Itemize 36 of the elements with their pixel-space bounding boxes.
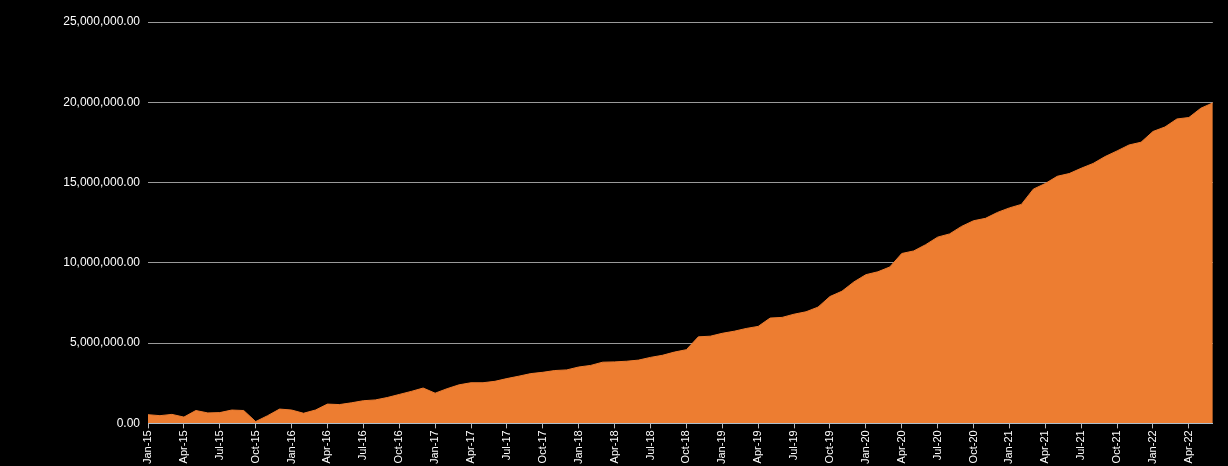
x-tick-label: Jan-19: [715, 430, 728, 465]
x-tick-label: Apr-16: [320, 430, 333, 464]
x-tick-label: Jan-16: [284, 430, 297, 465]
y-tick-label: 0.00: [116, 415, 141, 430]
y-tick-label: 20,000,000.00: [63, 94, 141, 109]
x-tick-label: Apr-20: [894, 430, 907, 464]
x-tick-label: Jan-20: [858, 430, 871, 465]
x-tick-label: Jan-18: [571, 430, 584, 465]
x-tick-label: Jul-20: [930, 430, 943, 461]
x-tick-label: Jan-22: [1146, 430, 1159, 465]
x-tick-label: Jan-17: [428, 430, 441, 465]
x-tick-label: Jul-16: [356, 430, 369, 461]
x-tick-label: Oct-18: [679, 430, 692, 464]
x-tick-label: Jan-21: [1002, 430, 1015, 465]
y-tick-label: 15,000,000.00: [63, 174, 141, 189]
x-tick-label: Oct-21: [1110, 430, 1123, 464]
y-tick-label: 10,000,000.00: [63, 255, 141, 270]
y-tick-label: 5,000,000.00: [69, 335, 141, 350]
x-tick-label: Apr-22: [1181, 430, 1194, 464]
x-tick-label: Oct-20: [966, 430, 979, 464]
x-tick-label: Jan-15: [141, 430, 154, 465]
x-tick-label: Apr-21: [1038, 430, 1051, 464]
x-tick-label: Oct-17: [535, 430, 548, 464]
x-tick-label: Oct-15: [248, 430, 261, 464]
x-tick-label: Oct-16: [392, 430, 405, 464]
x-tick-label: Jul-21: [1074, 430, 1087, 461]
x-tick-label: Oct-19: [822, 430, 835, 464]
x-tick-label: Apr-19: [751, 430, 764, 464]
x-tick-label: Apr-18: [607, 430, 620, 464]
x-tick-label: Jul-17: [499, 430, 512, 461]
x-tick-label: Apr-17: [464, 430, 477, 464]
x-tick-label: Jul-18: [643, 430, 656, 461]
x-tick-label: Jul-15: [212, 430, 225, 461]
y-tick-label: 25,000,000.00: [63, 14, 141, 29]
x-tick-label: Apr-15: [176, 430, 189, 464]
x-tick-label: Jul-19: [787, 430, 800, 461]
